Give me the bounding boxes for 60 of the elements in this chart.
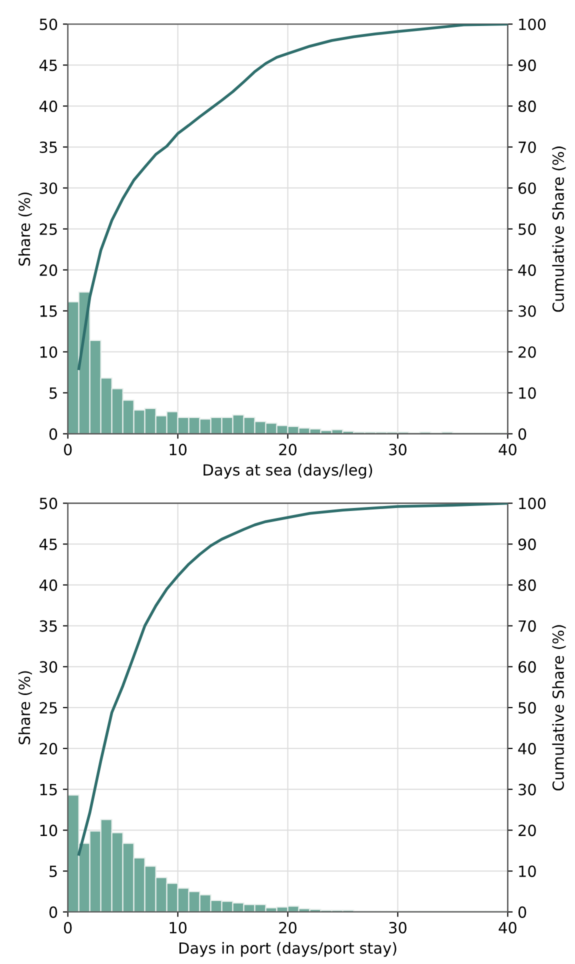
y-tick-label: 35 xyxy=(40,141,57,154)
y-tick-label: 50 xyxy=(40,18,58,30)
y2-tick-label: 100 xyxy=(519,498,546,510)
y-tick-label: 35 xyxy=(40,620,57,632)
y-axis-title: Share (%) xyxy=(18,671,32,744)
y2-tick-label: 50 xyxy=(518,223,536,235)
y-tick-label: 25 xyxy=(40,223,57,235)
y2-axis-title: Cumulative Share (%) xyxy=(552,146,566,312)
y2-tick-label: 30 xyxy=(518,784,536,796)
y2-tick-label: 60 xyxy=(518,182,536,194)
y2-tick-label: 10 xyxy=(519,866,536,878)
y-tick-label: 15 xyxy=(40,784,57,796)
y-tick-label: 10 xyxy=(40,824,58,836)
y2-tick-label: 90 xyxy=(518,60,536,72)
y2-tick-label: 20 xyxy=(518,346,536,358)
y-tick-label: 5 xyxy=(50,866,57,878)
y2-tick-label: 0 xyxy=(518,906,526,918)
x-axis-title: Days in port (days/port stay) xyxy=(179,942,396,957)
y-tick-label: 0 xyxy=(49,428,58,440)
y2-tick-label: 40 xyxy=(518,264,536,276)
y-axis-title: Share (%) xyxy=(18,192,32,266)
x-tick-label: 40 xyxy=(498,444,516,456)
y-tick-label: 45 xyxy=(39,60,57,72)
y2-tick-label: 40 xyxy=(518,742,536,754)
y2-tick-label: 10 xyxy=(519,387,536,399)
y2-tick-label: 60 xyxy=(518,661,536,673)
x-tick-label: 30 xyxy=(389,922,406,934)
y2-tick-label: 80 xyxy=(518,579,536,591)
x-axis-title: Days at sea (days/leg) xyxy=(204,464,372,479)
y2-axis-title: Cumulative Share (%) xyxy=(552,625,566,790)
y2-tick-label: 80 xyxy=(518,100,536,112)
y-tick-label: 20 xyxy=(40,264,58,276)
x-tick-label: 30 xyxy=(389,444,406,456)
x-tick-label: 10 xyxy=(170,444,187,456)
x-tick-label: 20 xyxy=(279,444,296,456)
y-tick-label: 25 xyxy=(40,702,57,714)
y-tick-label: 10 xyxy=(40,346,58,358)
y2-tick-label: 30 xyxy=(518,305,536,317)
y2-tick-label: 70 xyxy=(518,141,536,154)
y2-tick-label: 50 xyxy=(518,702,536,714)
x-tick-label: 20 xyxy=(279,922,296,934)
y-tick-label: 40 xyxy=(39,100,58,112)
x-tick-label: 0 xyxy=(64,444,72,456)
y-tick-label: 30 xyxy=(40,661,58,673)
y2-tick-label: 20 xyxy=(518,824,536,836)
y-tick-label: 20 xyxy=(40,742,58,754)
y-tick-label: 5 xyxy=(50,387,57,399)
y-tick-label: 50 xyxy=(40,498,58,510)
y-tick-label: 40 xyxy=(39,579,58,591)
y2-tick-label: 90 xyxy=(518,538,536,550)
x-tick-label: 40 xyxy=(498,922,516,934)
y2-tick-label: 100 xyxy=(519,18,546,30)
y2-tick-label: 70 xyxy=(518,620,536,632)
x-tick-label: 0 xyxy=(64,922,72,934)
y-tick-label: 30 xyxy=(40,182,58,194)
x-tick-label: 10 xyxy=(170,922,187,934)
y-tick-label: 45 xyxy=(39,538,57,550)
y-tick-label: 0 xyxy=(49,906,58,918)
y2-tick-label: 0 xyxy=(518,428,526,440)
y-tick-label: 15 xyxy=(40,306,57,317)
